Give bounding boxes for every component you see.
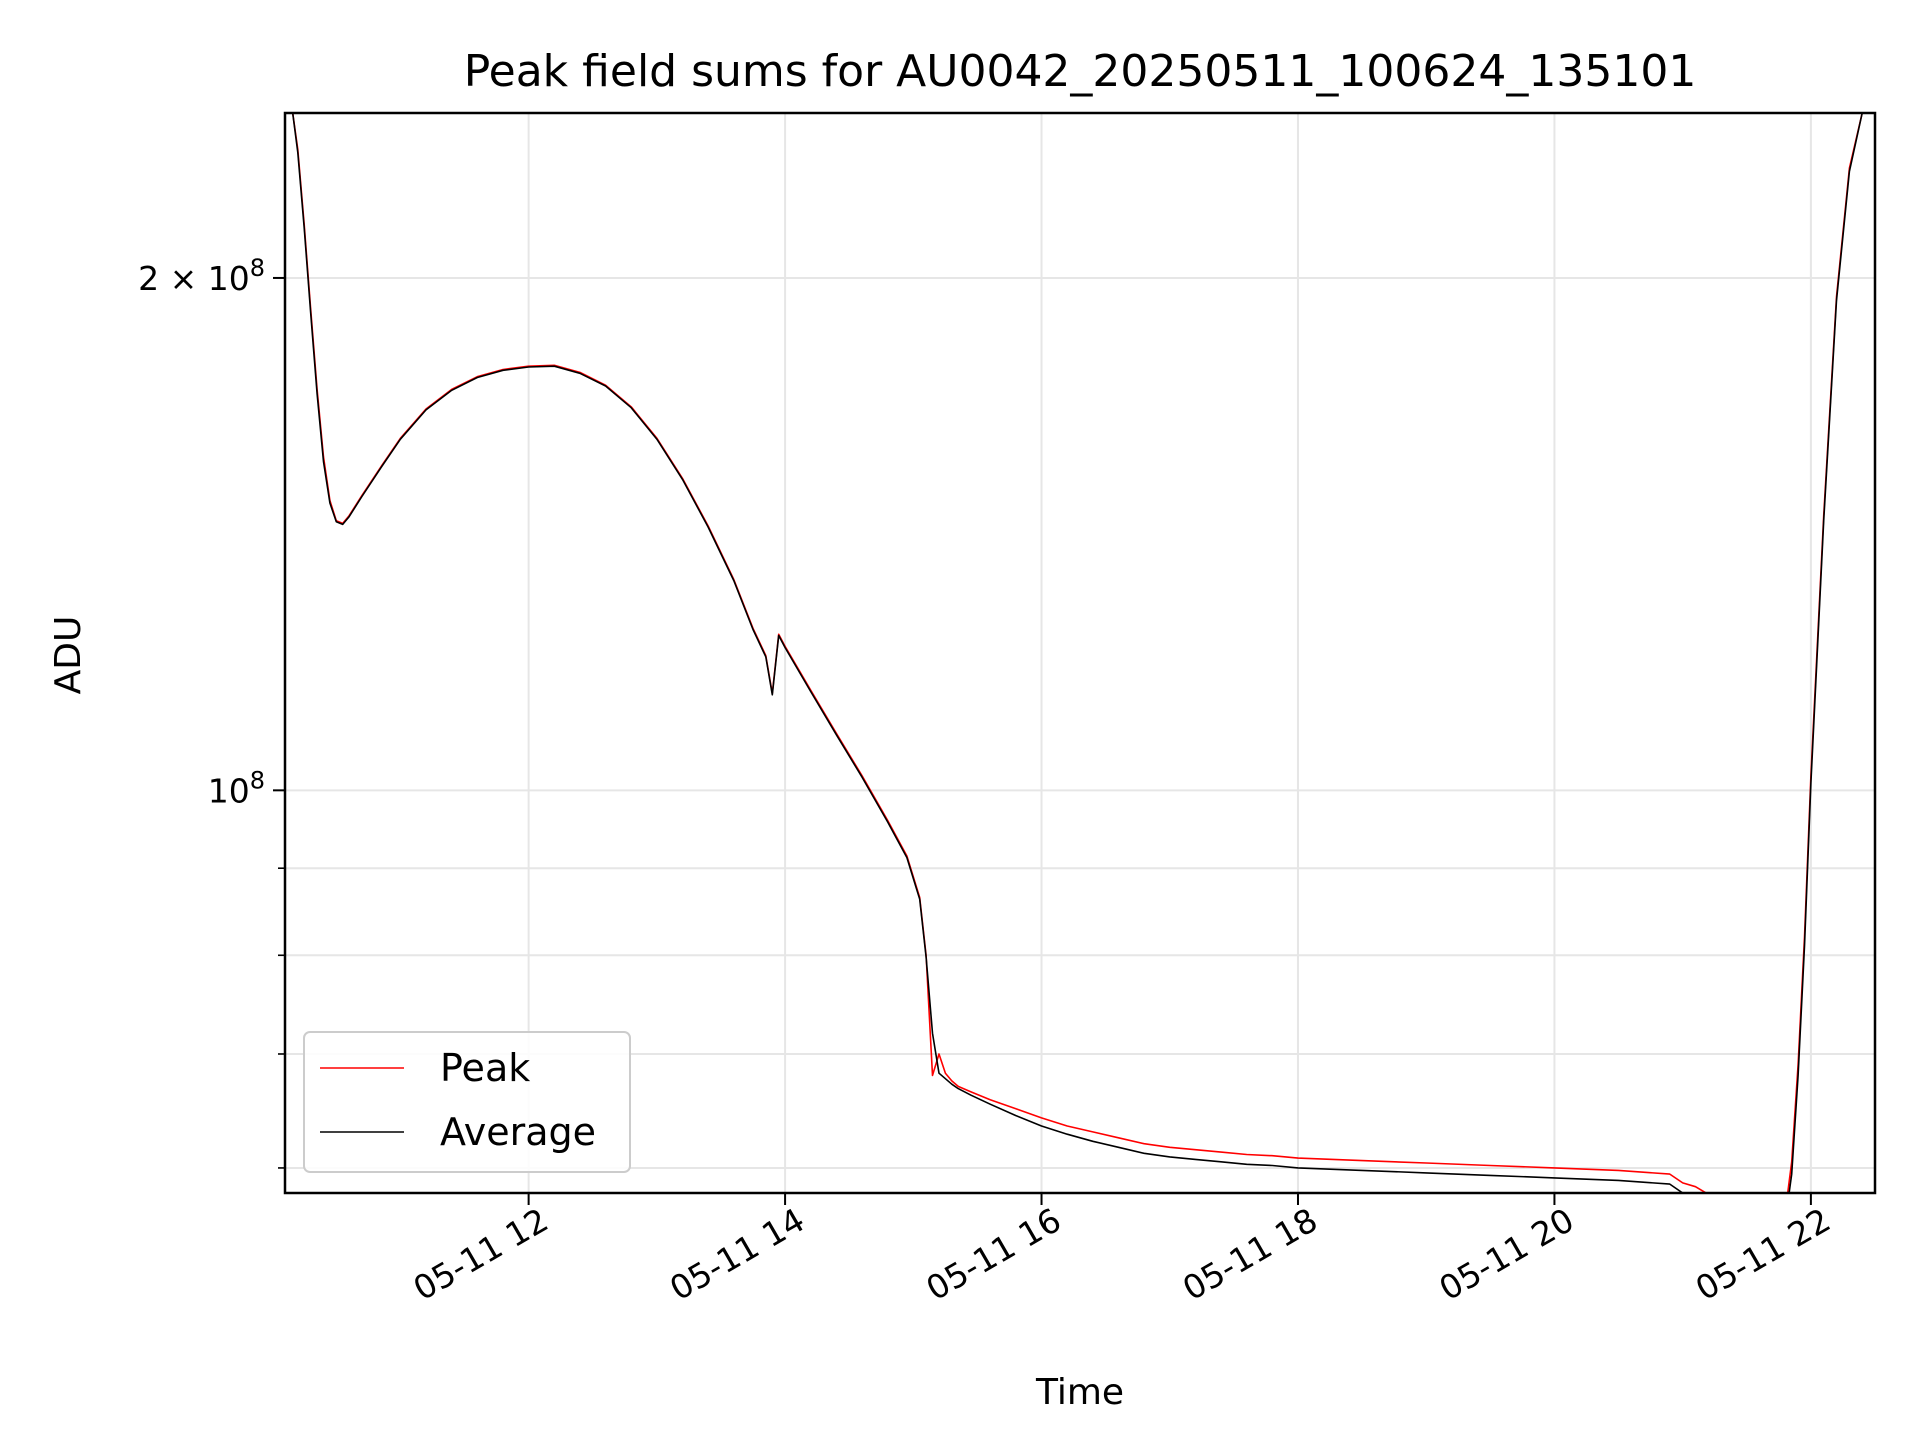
y-tick-label: 2 × 108 <box>138 254 265 298</box>
x-tick-label: 05-11 18 <box>1176 1200 1324 1308</box>
x-axis: 05-11 12 05-11 14 05-11 16 05-11 18 05-11 20… <box>407 1193 1837 1308</box>
x-tick-label: 05-11 22 <box>1689 1200 1837 1308</box>
y-axis-label: ADU <box>48 616 89 695</box>
y-tick-label: 108 <box>208 766 265 810</box>
legend: Peak Average <box>303 1031 631 1173</box>
plot-frame <box>283 111 1877 1195</box>
x-axis-label: Time <box>1035 1372 1124 1413</box>
legend-label-average: Average <box>440 1110 596 1154</box>
y-axis: 108 2 × 108 <box>138 254 285 1169</box>
grid-lines <box>285 113 1875 1193</box>
chart-title: Peak field sums for AU0042_20250511_1006… <box>464 46 1697 97</box>
series-line-average <box>287 113 1875 1193</box>
legend-label-peak: Peak <box>440 1046 530 1090</box>
x-tick-label: 05-11 16 <box>920 1200 1068 1308</box>
x-tick-label: 05-11 14 <box>663 1200 811 1308</box>
x-tick-label: 05-11 12 <box>407 1200 555 1308</box>
legend-box <box>303 1031 631 1173</box>
x-tick-label: 05-11 20 <box>1432 1200 1580 1308</box>
